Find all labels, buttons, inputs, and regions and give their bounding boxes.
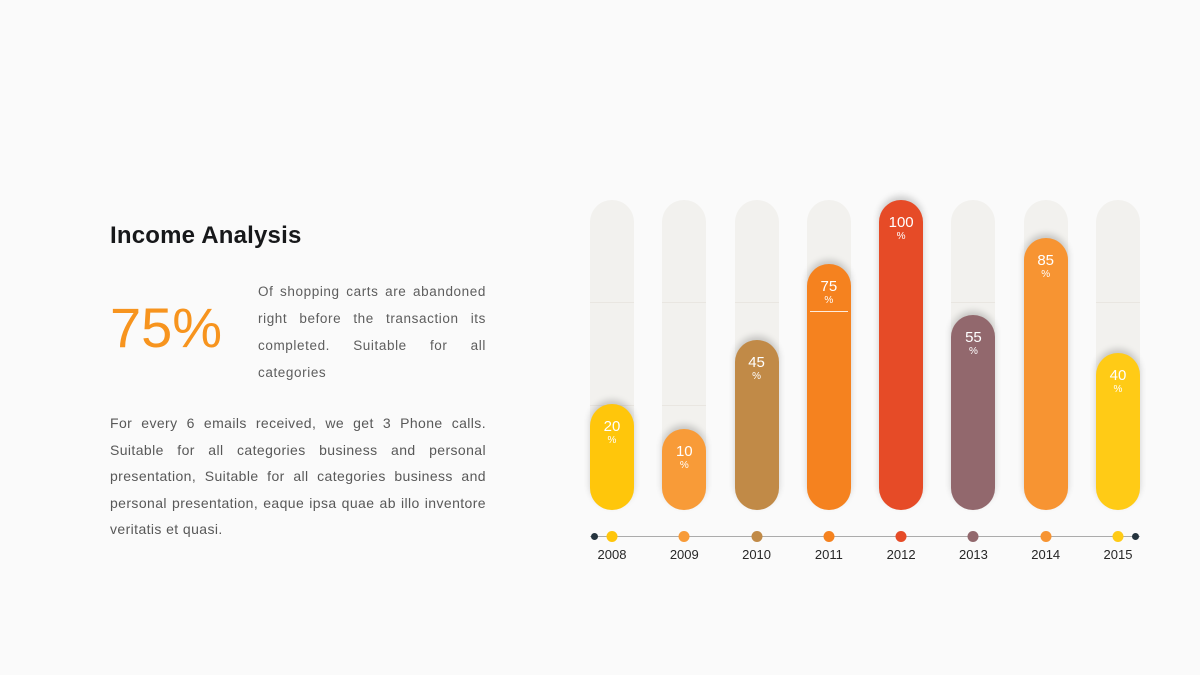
year-label-2014: 2014 [1031, 547, 1061, 562]
year-dot-2008 [606, 531, 618, 542]
bar-track: 75% [806, 200, 851, 510]
timeline-axis: 2008 2009 2010 2011 2012 2013 2014 2015 [590, 529, 1140, 574]
year-label-2008: 2008 [597, 547, 627, 562]
bar-value-label: 55% [965, 329, 982, 358]
highlight-rule [809, 311, 848, 312]
year-label-2010: 2010 [742, 547, 772, 562]
body-text: For every 6 emails received, we get 3 Ph… [110, 415, 486, 537]
stat-value: 75% [110, 296, 223, 359]
bar-track: 40% [1095, 200, 1140, 510]
bar-value-label: 45% [748, 354, 765, 383]
bar-2012: 100% [879, 200, 924, 510]
year-label-2013: 2013 [958, 547, 988, 562]
year-dot-2014 [1040, 531, 1052, 542]
bar-value-label: 85% [1037, 252, 1055, 281]
year-label-2011: 2011 [814, 547, 843, 562]
bar-value-label: 40% [1109, 367, 1127, 396]
bar-2008: 20% [590, 404, 634, 510]
year-dot-2013 [967, 531, 979, 542]
bar-track: 55% [951, 200, 996, 510]
axis-end-dot [1132, 533, 1139, 540]
bar-2015: 40% [1095, 353, 1140, 510]
bar-value-label: 75% [820, 278, 838, 307]
stat-row: 75% Of shopping carts are abandoned righ… [110, 278, 486, 386]
bar-track: 100% [879, 200, 924, 510]
year-dot-2011 [823, 531, 835, 542]
bar-2014: 85% [1023, 238, 1068, 510]
bar-track: 20% [590, 200, 634, 510]
year-dot-2009 [678, 531, 690, 542]
bar-2011: 75% [806, 264, 851, 510]
year-label-2009: 2009 [669, 547, 699, 562]
bar-2013: 55% [951, 315, 996, 510]
bar-2010: 45% [734, 340, 779, 510]
income-bar-chart: 20% 10% 45% 75% 100% 55% 85% 40% [590, 200, 1140, 510]
bar-value-label: 10% [675, 443, 693, 472]
bar-value-label: 20% [603, 418, 621, 447]
stat-description: Of shopping carts are abandoned right be… [258, 284, 486, 380]
axis-line [590, 536, 1140, 537]
bar-track: 10% [662, 200, 707, 510]
year-dot-2010 [751, 531, 763, 542]
year-dot-2012 [895, 531, 907, 542]
bar-value-label: 100% [888, 214, 914, 243]
bar-2009: 10% [662, 429, 707, 510]
bar-track: 85% [1023, 200, 1068, 510]
text-panel: Income Analysis 75% Of shopping carts ar… [110, 222, 486, 543]
year-dot-2015 [1112, 531, 1124, 542]
year-label-2015: 2015 [1103, 547, 1133, 562]
bar-track: 45% [734, 200, 779, 510]
axis-start-dot [591, 533, 598, 540]
page-title: Income Analysis [110, 222, 302, 249]
year-label-2012: 2012 [886, 547, 916, 562]
